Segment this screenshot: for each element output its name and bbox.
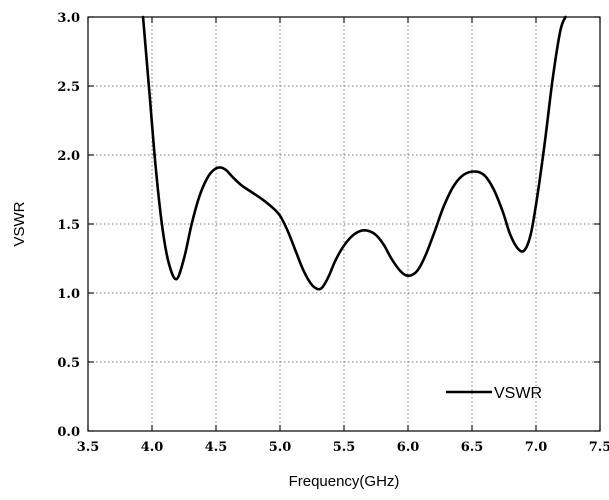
legend-label-vswr: VSWR bbox=[494, 385, 542, 402]
y-tick-label: 0.0 bbox=[57, 425, 80, 440]
y-tick-label: 1.5 bbox=[57, 218, 80, 233]
y-tick-label: 1.0 bbox=[57, 287, 80, 302]
x-tick-label: 7.5 bbox=[589, 440, 609, 455]
x-axis-label: Frequency(GHz) bbox=[289, 473, 400, 490]
y-tick-label: 2.5 bbox=[57, 80, 80, 95]
x-tick-label: 7.0 bbox=[525, 440, 548, 455]
x-tick-label: 5.5 bbox=[333, 440, 356, 455]
y-tick-label: 3.0 bbox=[57, 11, 80, 26]
legend: VSWR bbox=[446, 385, 542, 402]
y-tick-label: 2.0 bbox=[57, 149, 80, 164]
x-tick-label: 3.5 bbox=[77, 440, 100, 455]
x-tick-label: 5.0 bbox=[269, 440, 292, 455]
x-tick-label: 6.5 bbox=[461, 440, 484, 455]
y-axis-label: VSWR bbox=[11, 201, 28, 246]
plot-frame bbox=[87, 16, 601, 432]
x-tick-labels: 3.5 4.0 4.5 5.0 5.5 6.0 6.5 7.0 7.5 bbox=[77, 440, 609, 455]
y-tick-label: 0.5 bbox=[57, 356, 80, 371]
x-tick-label: 4.0 bbox=[141, 440, 164, 455]
series-line-vswr bbox=[141, 15, 567, 291]
grid-lines bbox=[88, 17, 600, 431]
x-tick-label: 6.0 bbox=[397, 440, 420, 455]
y-tick-labels: 0.0 0.5 1.0 1.5 2.0 2.5 3.0 bbox=[57, 11, 80, 440]
x-tick-label: 4.5 bbox=[205, 440, 228, 455]
